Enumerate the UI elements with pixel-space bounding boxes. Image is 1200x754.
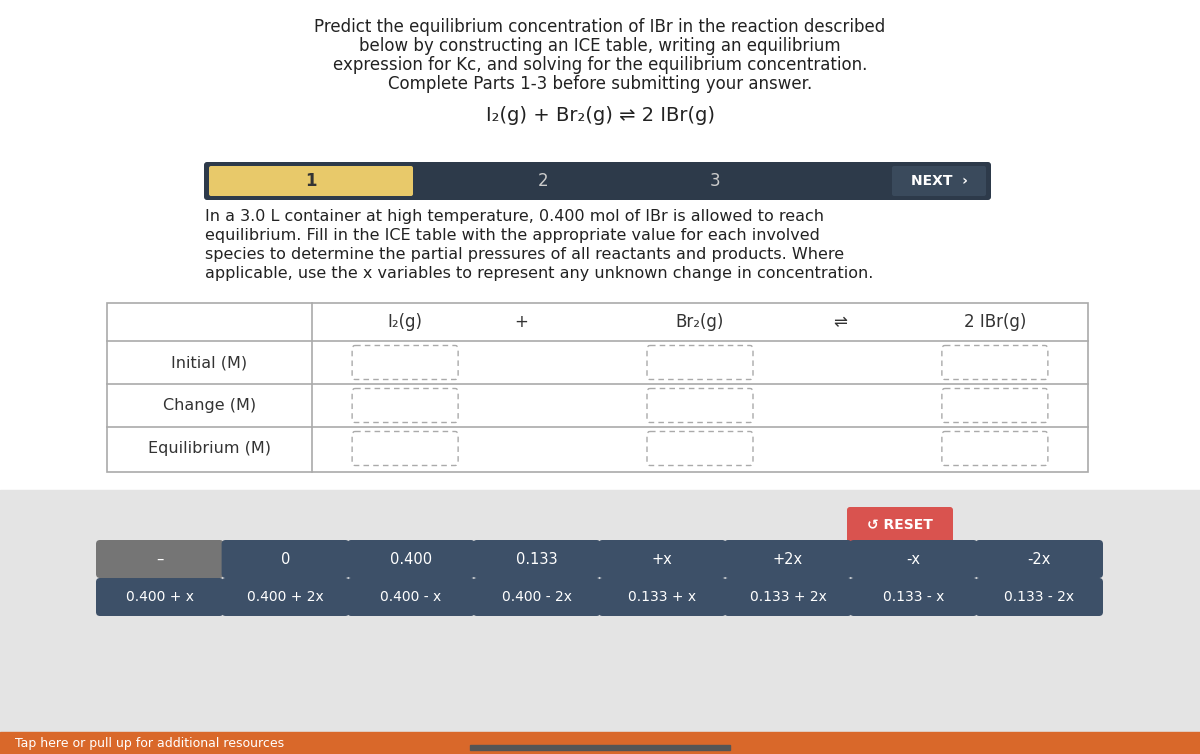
Text: –: – <box>156 551 163 566</box>
FancyBboxPatch shape <box>647 388 754 422</box>
FancyBboxPatch shape <box>850 540 977 578</box>
FancyBboxPatch shape <box>347 578 475 616</box>
FancyBboxPatch shape <box>96 578 223 616</box>
Text: ↺ RESET: ↺ RESET <box>868 518 932 532</box>
Text: Initial (M): Initial (M) <box>172 355 247 370</box>
Bar <box>0 490 1200 754</box>
FancyBboxPatch shape <box>942 345 1048 379</box>
Text: expression for Kc, and solving for the equilibrium concentration.: expression for Kc, and solving for the e… <box>332 56 868 74</box>
FancyBboxPatch shape <box>599 578 726 616</box>
Text: 0.133 + 2x: 0.133 + 2x <box>750 590 827 604</box>
Text: applicable, use the x variables to represent any unknown change in concentration: applicable, use the x variables to repre… <box>205 266 874 281</box>
FancyBboxPatch shape <box>209 166 413 196</box>
Text: 0.400 + x: 0.400 + x <box>126 590 194 604</box>
FancyBboxPatch shape <box>647 345 754 379</box>
FancyBboxPatch shape <box>96 540 223 578</box>
Text: 0.400 - x: 0.400 - x <box>380 590 442 604</box>
Text: below by constructing an ICE table, writing an equilibrium: below by constructing an ICE table, writ… <box>359 37 841 55</box>
Text: +2x: +2x <box>773 551 803 566</box>
Text: 0.400: 0.400 <box>390 551 432 566</box>
FancyBboxPatch shape <box>222 578 349 616</box>
Bar <box>107 303 1088 472</box>
Text: -x: -x <box>906 551 920 566</box>
Text: 0.133 - x: 0.133 - x <box>883 590 944 604</box>
Text: 0.400 - 2x: 0.400 - 2x <box>502 590 571 604</box>
Text: Tap here or pull up for additional resources: Tap here or pull up for additional resou… <box>14 737 284 749</box>
Text: 1: 1 <box>305 172 317 190</box>
FancyBboxPatch shape <box>347 540 475 578</box>
FancyBboxPatch shape <box>847 507 953 543</box>
Text: Complete Parts 1-3 before submitting your answer.: Complete Parts 1-3 before submitting you… <box>388 75 812 93</box>
Text: ⇌: ⇌ <box>833 313 847 331</box>
Text: 0: 0 <box>281 551 290 566</box>
FancyBboxPatch shape <box>850 578 977 616</box>
Text: 0.133 - 2x: 0.133 - 2x <box>1004 590 1074 604</box>
FancyBboxPatch shape <box>222 540 349 578</box>
FancyBboxPatch shape <box>599 540 726 578</box>
Bar <box>0 732 1200 754</box>
FancyBboxPatch shape <box>473 540 600 578</box>
FancyBboxPatch shape <box>942 431 1048 465</box>
Text: In a 3.0 L container at high temperature, 0.400 mol of IBr is allowed to reach: In a 3.0 L container at high temperature… <box>205 209 824 224</box>
Text: I₂(g) + Br₂(g) ⇌ 2 IBr(g): I₂(g) + Br₂(g) ⇌ 2 IBr(g) <box>486 106 714 125</box>
FancyBboxPatch shape <box>352 388 458 422</box>
Text: NEXT  ›: NEXT › <box>911 174 967 188</box>
Text: Equilibrium (M): Equilibrium (M) <box>148 441 271 456</box>
Text: 2: 2 <box>538 172 548 190</box>
Text: equilibrium. Fill in the ICE table with the appropriate value for each involved: equilibrium. Fill in the ICE table with … <box>205 228 820 243</box>
Text: Change (M): Change (M) <box>163 398 256 413</box>
FancyBboxPatch shape <box>976 578 1103 616</box>
FancyBboxPatch shape <box>942 388 1048 422</box>
Text: I₂(g): I₂(g) <box>388 313 422 331</box>
Text: species to determine the partial pressures of all reactants and products. Where: species to determine the partial pressur… <box>205 247 844 262</box>
FancyBboxPatch shape <box>352 345 458 379</box>
Text: Predict the equilibrium concentration of IBr in the reaction described: Predict the equilibrium concentration of… <box>314 18 886 36</box>
FancyBboxPatch shape <box>352 431 458 465</box>
Text: +x: +x <box>652 551 673 566</box>
Bar <box>470 745 730 750</box>
FancyBboxPatch shape <box>724 578 852 616</box>
Text: -2x: -2x <box>1027 551 1051 566</box>
FancyBboxPatch shape <box>204 162 991 200</box>
Text: 3: 3 <box>709 172 720 190</box>
FancyBboxPatch shape <box>473 578 600 616</box>
Text: 0.133: 0.133 <box>516 551 558 566</box>
FancyBboxPatch shape <box>976 540 1103 578</box>
FancyBboxPatch shape <box>647 431 754 465</box>
Text: 0.400 + 2x: 0.400 + 2x <box>247 590 324 604</box>
Text: 2 IBr(g): 2 IBr(g) <box>964 313 1026 331</box>
FancyBboxPatch shape <box>892 166 986 196</box>
Text: +: + <box>515 313 528 331</box>
Text: Br₂(g): Br₂(g) <box>676 313 724 331</box>
FancyBboxPatch shape <box>724 540 852 578</box>
Text: 0.133 + x: 0.133 + x <box>629 590 696 604</box>
